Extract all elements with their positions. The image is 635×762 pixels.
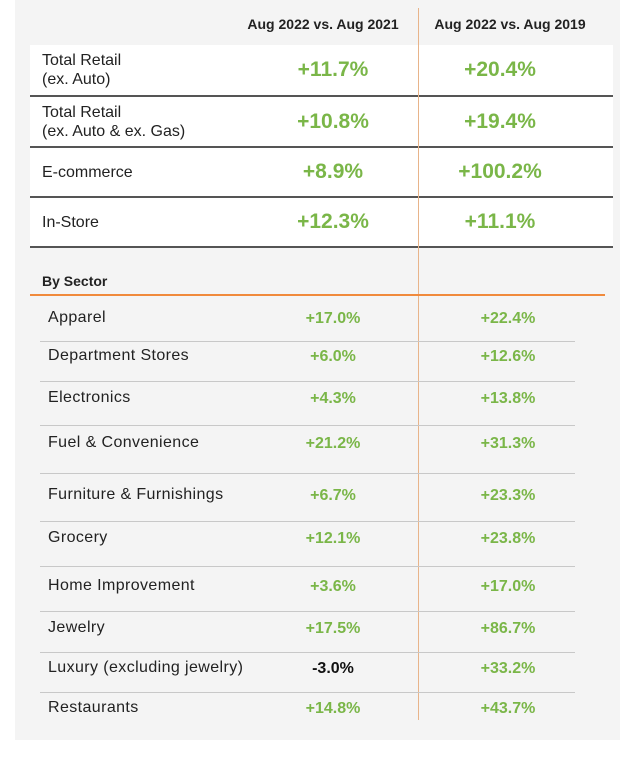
row-value: +13.8% (480, 390, 536, 407)
row-separator (40, 341, 575, 342)
column-divider (418, 8, 419, 720)
row-separator (40, 566, 575, 567)
row-separator (40, 381, 575, 382)
row-separator (40, 692, 575, 693)
section-rule (30, 294, 605, 296)
row-label: Luxury (excluding jewelry) (48, 659, 244, 676)
row-value: +100.2% (458, 160, 542, 183)
row-separator (40, 425, 575, 426)
row-value: +4.3% (310, 390, 356, 407)
row-label: Total Retail (42, 52, 122, 69)
column-header: Aug 2022 vs. Aug 2021 (247, 16, 399, 32)
row-label: Department Stores (48, 347, 190, 364)
row-value: +3.6% (310, 578, 356, 595)
row-value: +12.3% (297, 210, 369, 233)
column-header: Aug 2022 vs. Aug 2019 (434, 16, 586, 32)
row-value: +11.7% (297, 58, 369, 81)
row-separator (40, 611, 575, 612)
row-label: In-Store (42, 213, 99, 231)
row-value: +6.7% (310, 487, 356, 504)
row-value: +20.4% (464, 58, 536, 81)
row-value: +6.0% (310, 348, 356, 365)
row-label: E-commerce (42, 163, 133, 181)
row-label: Apparel (48, 309, 106, 326)
row-value: +23.3% (480, 487, 536, 504)
section-title: By Sector (42, 273, 108, 289)
row-value: -3.0% (312, 660, 354, 677)
row-label: Restaurants (48, 699, 139, 716)
summary-row: E-commerce +8.9% +100.2% (30, 148, 613, 198)
row-label: Electronics (48, 389, 131, 406)
row-value: +10.8% (297, 109, 369, 133)
row-value: +22.4% (480, 310, 536, 327)
row-value: +17.0% (480, 578, 536, 595)
row-value: +12.6% (480, 348, 536, 365)
row-label: Total Retail (42, 103, 122, 121)
row-value: +14.8% (305, 700, 361, 717)
summary-row: Total Retail (ex. Auto & ex. Gas) +10.8% +1… (30, 97, 613, 148)
row-separator (40, 521, 575, 522)
row-label: Jewelry (48, 619, 106, 636)
summary-row: In-Store +12.3% +11.1% (30, 198, 613, 248)
row-value: +17.5% (305, 620, 361, 637)
row-label: (ex. Auto) (42, 71, 111, 88)
row-value: +19.4% (464, 109, 536, 133)
row-value: +23.8% (480, 530, 536, 547)
row-value: +86.7% (480, 620, 536, 637)
row-separator (40, 652, 575, 653)
summary-row: Total Retail (ex. Auto) +11.7% +20.4% (30, 45, 613, 97)
row-value: +8.9% (302, 160, 364, 183)
row-label: Furniture & Furnishings (48, 486, 224, 503)
row-value: +21.2% (305, 435, 361, 452)
row-value: +17.0% (305, 310, 361, 327)
row-value: +43.7% (480, 700, 536, 717)
row-value: +33.2% (480, 660, 536, 677)
row-separator (40, 473, 575, 474)
row-label: Home Improvement (48, 577, 195, 594)
row-label: Fuel & Convenience (48, 434, 200, 451)
row-value: +11.1% (464, 210, 536, 233)
row-value: +12.1% (305, 530, 361, 547)
row-label: (ex. Auto & ex. Gas) (42, 122, 186, 140)
row-value: +31.3% (480, 435, 536, 452)
row-label: Grocery (48, 529, 108, 546)
